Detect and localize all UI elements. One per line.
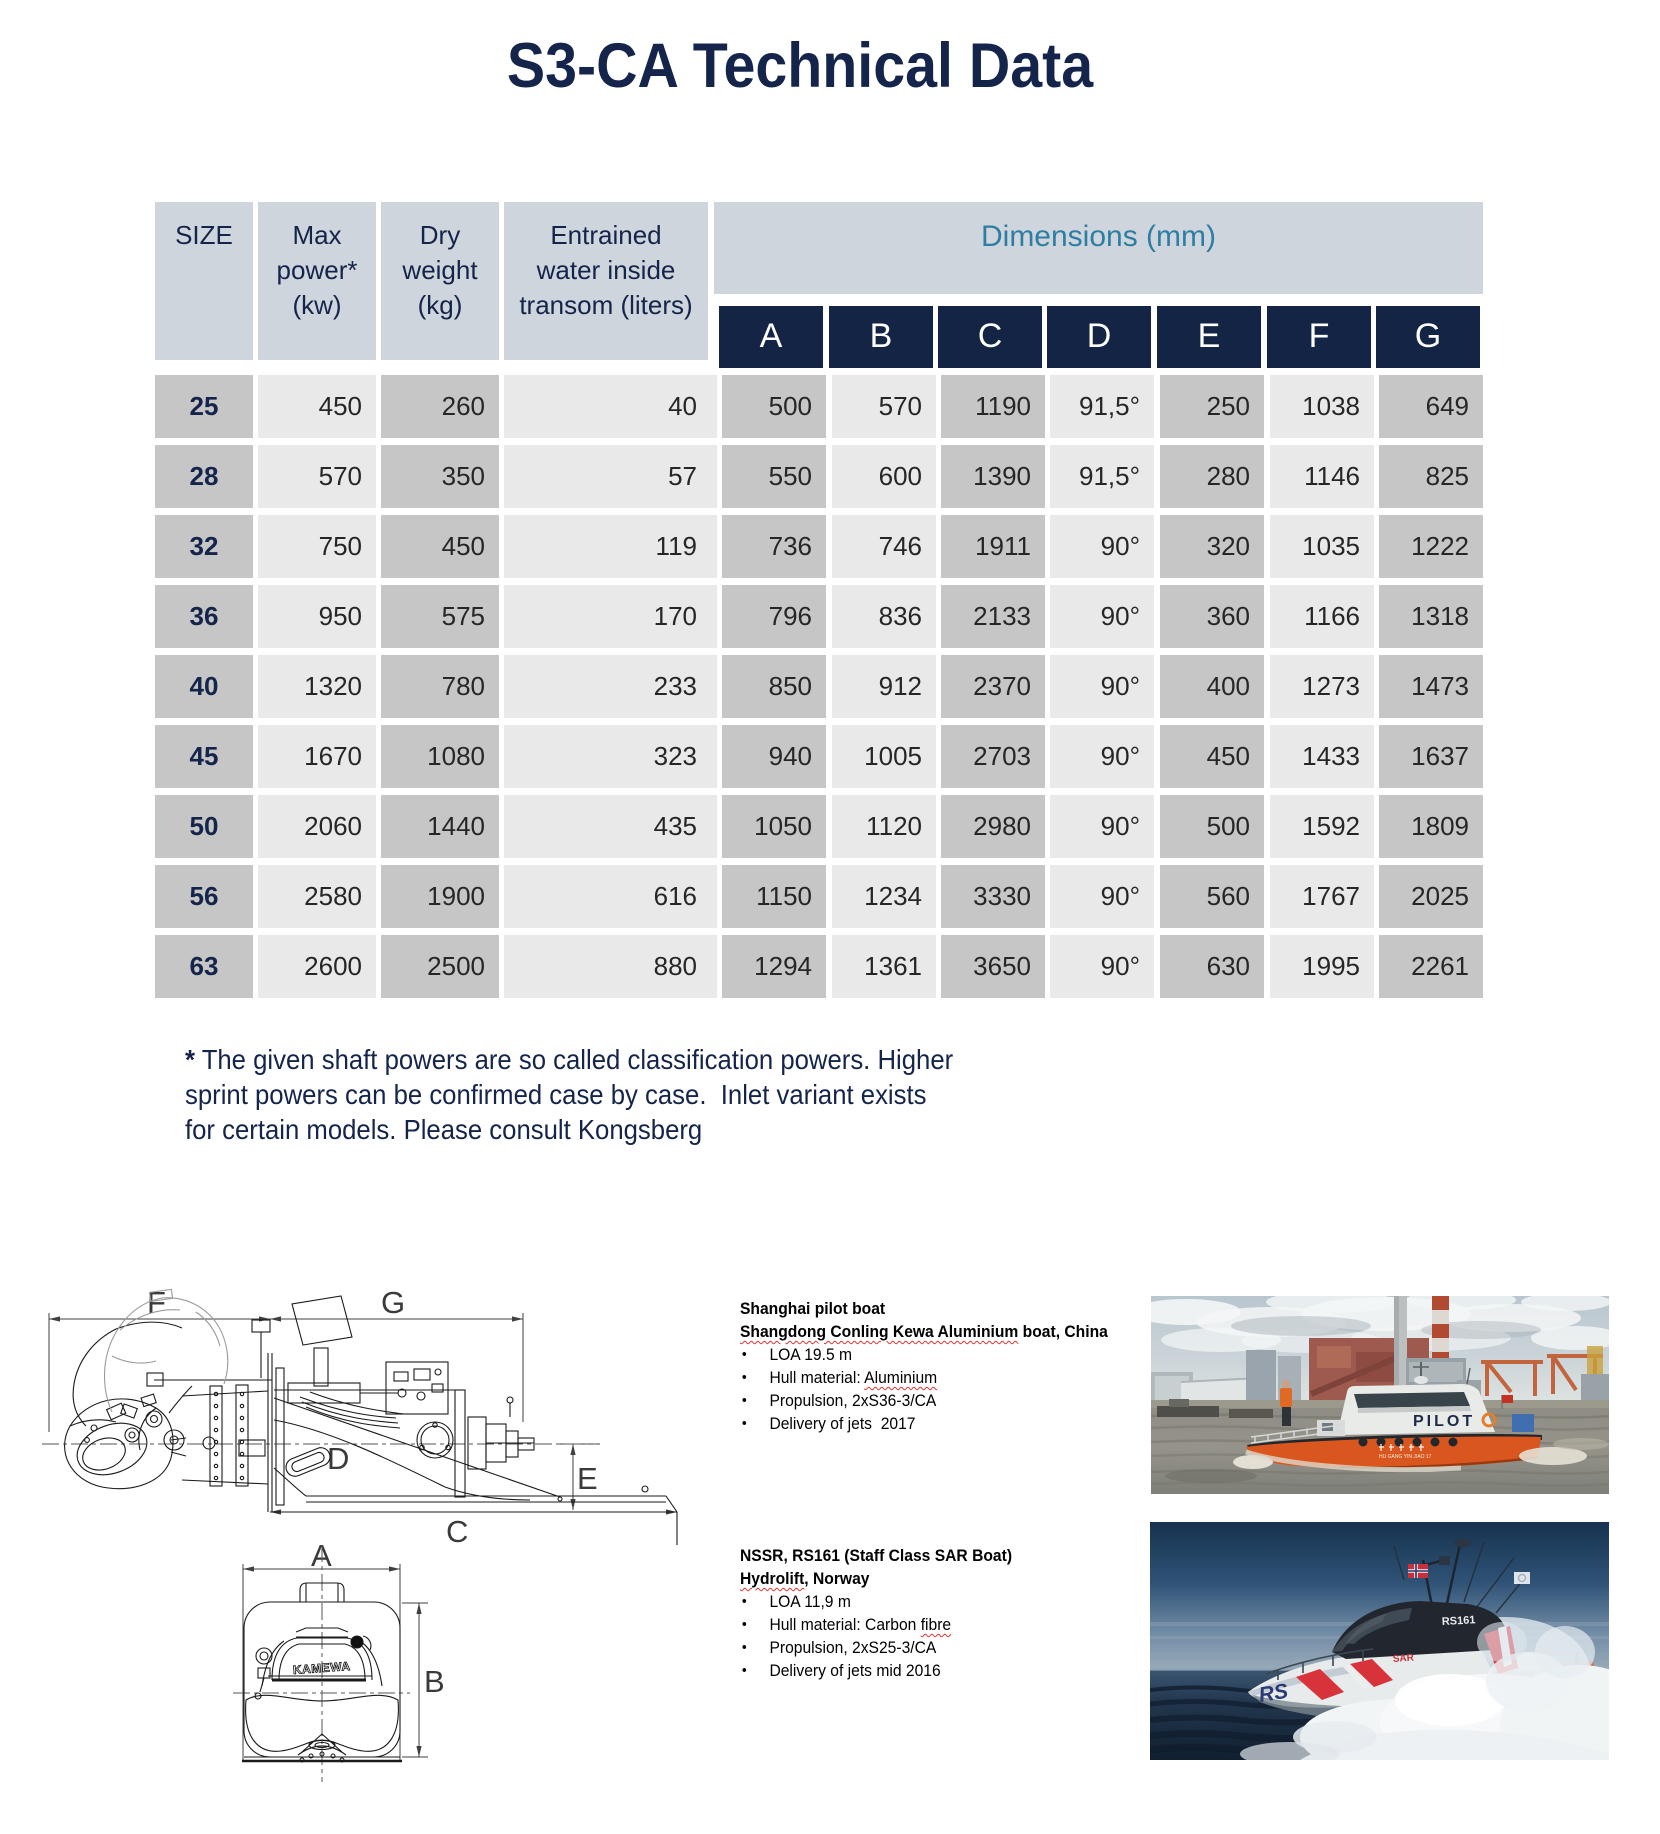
svg-text:HU GANG YIN JIAO 17: HU GANG YIN JIAO 17 xyxy=(1379,1454,1432,1460)
svg-text:G: G xyxy=(381,1285,405,1320)
svg-text:PILOT: PILOT xyxy=(1413,1413,1475,1430)
svg-text:RS: RS xyxy=(1257,1680,1289,1707)
svg-text:F: F xyxy=(147,1285,166,1320)
svg-text:B: B xyxy=(424,1664,445,1699)
svg-text:RS161: RS161 xyxy=(1442,1614,1476,1628)
svg-text:KAMEWA: KAMEWA xyxy=(292,1659,351,1677)
svg-text:SAR: SAR xyxy=(1392,1652,1415,1665)
svg-text:C: C xyxy=(446,1514,468,1549)
svg-text:D: D xyxy=(327,1441,349,1476)
svg-text:E: E xyxy=(577,1461,598,1496)
